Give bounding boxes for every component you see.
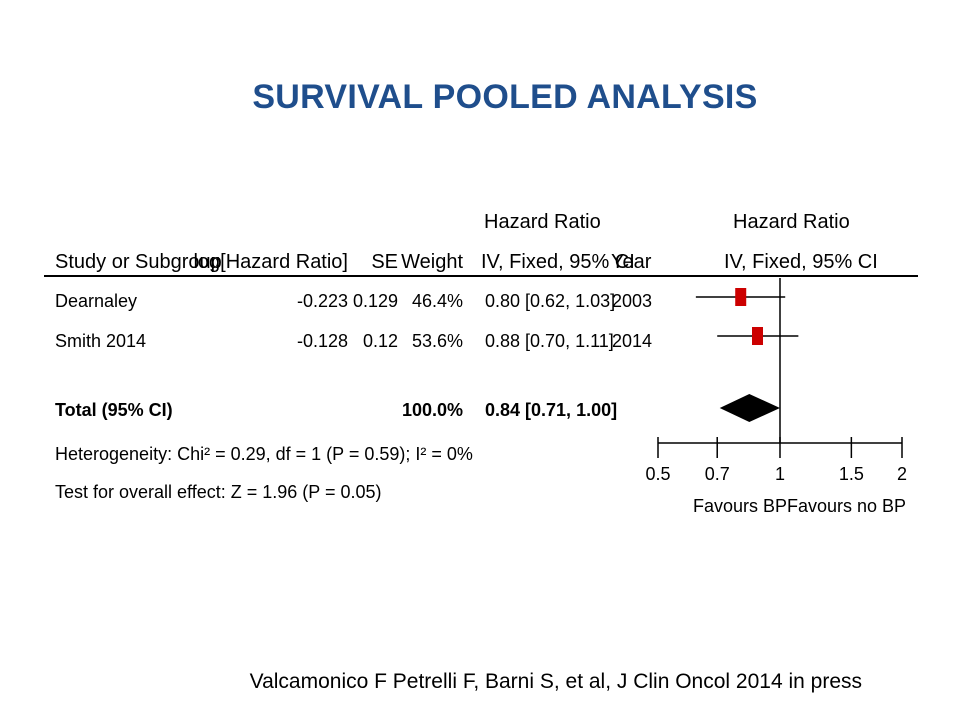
study-point-estimate [735,288,747,306]
total-ci: 0.84 [0.71, 1.00] [485,400,617,420]
pooled-diamond [719,394,780,422]
hazard-ratio-header-left: Hazard Ratio [484,211,601,233]
row-study: Smith 2014 [55,331,146,351]
study-point-estimate [752,327,764,345]
col-header-plot-ci: IV, Fixed, 95% CI [724,251,878,273]
x-tick-label: 1 [775,464,785,484]
citation: Valcamonico F Petrelli F, Barni S, et al… [249,670,862,693]
overall-effect-text: Test for overall effect: Z = 1.96 (P = 0… [55,482,382,502]
col-header-ci: IV, Fixed, 95% CI [481,251,635,273]
x-tick-label: 0.7 [705,464,730,484]
row-log-hr: -0.128 [297,331,348,351]
favours-right-label: Favours no BP [787,496,906,516]
row-log-hr: -0.223 [297,291,348,311]
row-ci: 0.88 [0.70, 1.11] [485,331,614,351]
row-ci: 0.80 [0.62, 1.03] [485,291,615,311]
total-weight: 100.0% [402,400,463,420]
col-header-weight: Weight [401,251,463,273]
row-se: 0.12 [363,331,398,351]
slide-title: SURVIVAL POOLED ANALYSIS [252,78,758,116]
forest-plot-marks: 0.5 0.7 1 1.5 2 Favours BP Favours no BP [645,278,907,516]
row-weight: 53.6% [412,331,463,351]
row-year: 2014 [612,331,652,351]
total-label: Total (95% CI) [55,400,173,420]
col-header-log-hr: log[Hazard Ratio] [193,251,348,273]
x-tick-label: 0.5 [645,464,670,484]
heterogeneity-text: Heterogeneity: Chi² = 0.29, df = 1 (P = … [55,444,473,464]
row-study: Dearnaley [55,291,137,311]
col-header-year: Year [611,251,652,273]
x-tick-label: 1.5 [839,464,864,484]
hazard-ratio-header-right: Hazard Ratio [733,211,850,233]
col-header-se: SE [371,251,398,273]
favours-left-label: Favours BP [693,496,787,516]
row-year: 2003 [612,291,652,311]
x-tick-label: 2 [897,464,907,484]
col-header-study: Study or Subgroup [55,251,222,273]
row-se: 0.129 [353,291,398,311]
row-weight: 46.4% [412,291,463,311]
